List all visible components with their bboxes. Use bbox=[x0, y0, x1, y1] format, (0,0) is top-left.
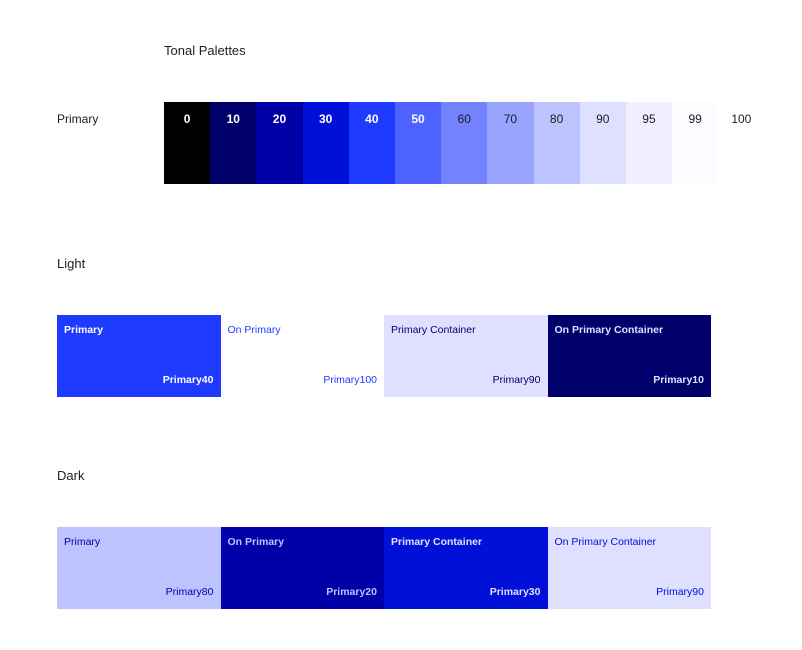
tone-swatch-40: 40 bbox=[348, 102, 395, 184]
tone-swatch-label: 60 bbox=[457, 112, 471, 126]
tone-swatch-label: 20 bbox=[272, 112, 287, 126]
tone-swatch-80: 80 bbox=[533, 102, 580, 184]
dark-role-on-primary: On Primary Primary20 bbox=[220, 527, 384, 609]
light-role-on-primary: On Primary Primary100 bbox=[220, 315, 384, 397]
role-name: Primary Container bbox=[391, 324, 476, 336]
tone-swatch-label: 40 bbox=[365, 112, 379, 126]
light-role-on-primary-container: On Primary Container Primary10 bbox=[547, 315, 711, 397]
role-token: Primary30 bbox=[489, 586, 541, 598]
dark-scheme-row: Primary Primary80 On Primary Primary20 Prima… bbox=[57, 527, 711, 609]
dark-scheme-title: Dark bbox=[57, 468, 85, 483]
dark-role-primary-container: Primary Container Primary30 bbox=[384, 527, 548, 609]
tone-swatch-label: 80 bbox=[549, 112, 564, 126]
role-name: On Primary Container bbox=[554, 536, 657, 548]
tone-swatch-10: 10 bbox=[210, 102, 257, 184]
tone-swatch-label: 100 bbox=[731, 112, 752, 126]
tonal-palette-strip: 0 10 20 30 40 50 60 70 80 90 95 99 100 bbox=[164, 102, 765, 184]
tone-swatch-label: 0 bbox=[183, 112, 191, 126]
tone-swatch-70: 70 bbox=[487, 102, 534, 184]
tone-swatch-50: 50 bbox=[394, 102, 442, 184]
role-name: Primary bbox=[64, 324, 104, 336]
tone-swatch-0: 0 bbox=[164, 102, 211, 184]
light-role-primary: Primary Primary40 bbox=[57, 315, 221, 397]
tone-swatch-label: 30 bbox=[318, 112, 333, 126]
role-token: Primary90 bbox=[656, 586, 704, 598]
palette-label: Primary bbox=[57, 112, 99, 126]
dark-role-primary: Primary Primary80 bbox=[57, 527, 221, 609]
tone-swatch-label: 50 bbox=[411, 112, 425, 126]
role-token: Primary10 bbox=[653, 374, 704, 386]
tone-swatch-label: 70 bbox=[503, 112, 518, 126]
page-title: Tonal Palettes bbox=[164, 43, 246, 58]
light-role-primary-container: Primary Container Primary90 bbox=[384, 315, 548, 397]
role-token: Primary40 bbox=[162, 374, 214, 386]
role-name: Primary Container bbox=[391, 536, 483, 548]
tone-swatch-label: 10 bbox=[226, 112, 240, 126]
role-token: Primary100 bbox=[323, 374, 377, 386]
role-name: On Primary bbox=[227, 324, 281, 336]
tone-swatch-99: 99 bbox=[672, 102, 719, 184]
tone-swatch-60: 60 bbox=[441, 102, 488, 184]
dark-role-on-primary-container: On Primary Container Primary90 bbox=[547, 527, 711, 609]
light-scheme-title: Light bbox=[57, 256, 86, 271]
tone-swatch-30: 30 bbox=[302, 102, 349, 184]
tone-swatch-90: 90 bbox=[579, 102, 626, 184]
tone-swatch-95: 95 bbox=[625, 102, 673, 184]
role-token: Primary90 bbox=[492, 374, 541, 386]
light-scheme-row: Primary Primary40 On Primary Primary100 Prim… bbox=[57, 315, 711, 397]
role-name: On Primary bbox=[227, 536, 285, 548]
tone-swatch-label: 90 bbox=[596, 112, 610, 126]
tone-swatch-label: 95 bbox=[642, 112, 656, 126]
role-token: Primary80 bbox=[165, 586, 214, 598]
role-name: On Primary Container bbox=[554, 324, 664, 336]
role-token: Primary20 bbox=[326, 586, 377, 598]
tone-swatch-100: 100 bbox=[718, 102, 765, 184]
tone-swatch-label: 99 bbox=[688, 112, 702, 126]
role-name: Primary bbox=[64, 536, 101, 548]
tone-swatch-20: 20 bbox=[256, 102, 303, 184]
